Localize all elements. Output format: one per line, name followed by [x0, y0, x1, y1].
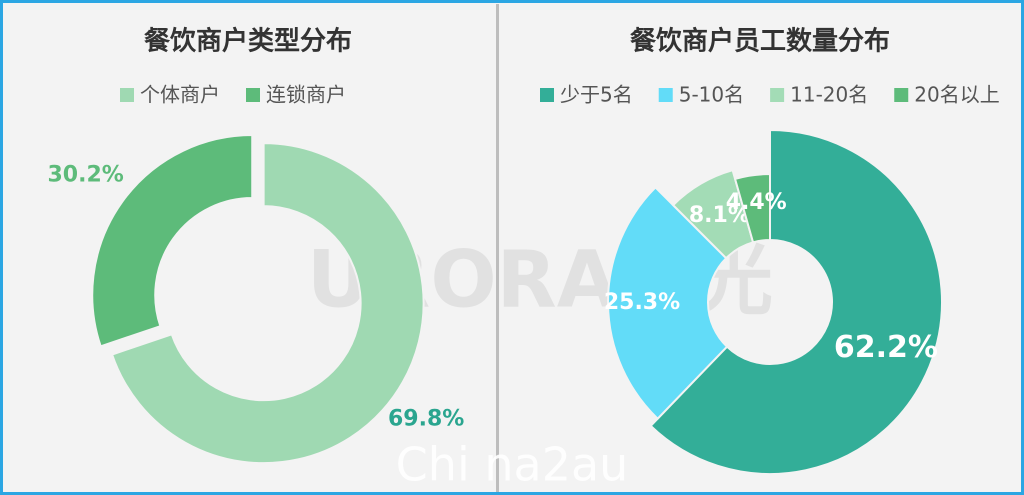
watermark: Chi na2au: [396, 438, 629, 492]
donut-slice: [671, 168, 755, 260]
legend-swatch: [894, 88, 909, 102]
data-label: 4.4%: [726, 190, 787, 215]
legend-swatch: [658, 88, 673, 102]
legend-label: 20名以上: [914, 83, 999, 107]
legend-swatch: [540, 88, 554, 102]
donut-slice: [649, 128, 943, 475]
data-label: 69.8%: [388, 407, 464, 432]
chart-title: 餐饮商户类型分布: [144, 26, 352, 57]
legend-swatch: [770, 88, 785, 102]
legend-label: 11-20名: [790, 83, 868, 107]
legend-label: 个体商户: [140, 83, 220, 107]
chart-title: 餐饮商户员工数量分布: [630, 26, 890, 57]
data-label: 25.3%: [604, 290, 680, 315]
data-label: 62.2%: [834, 330, 938, 365]
donut-slice: [733, 172, 771, 244]
legend-label: 连锁商户: [266, 83, 346, 107]
donut-slice: [607, 186, 729, 421]
donut-slice: [110, 142, 425, 465]
data-label: 30.2%: [47, 163, 123, 188]
legend-swatch: [246, 88, 260, 102]
legend-label: 少于5名: [560, 83, 633, 107]
legend-swatch: [120, 88, 134, 102]
legend-label: 5-10名: [679, 83, 744, 107]
data-label: 8.1%: [689, 203, 750, 228]
donut-slice: [91, 134, 254, 348]
